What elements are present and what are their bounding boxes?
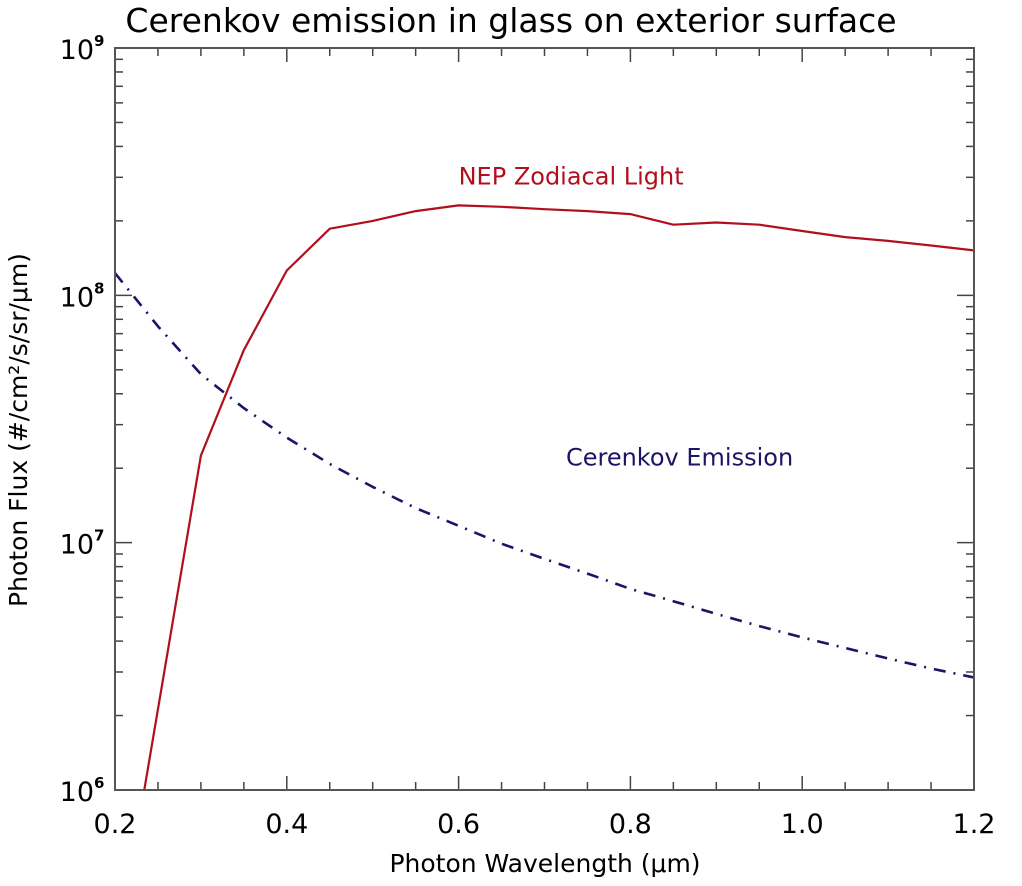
y-tick-label: 10 — [60, 282, 94, 313]
series-layer — [115, 204, 974, 790]
y-axis-label: Photon Flux (#/cm²/s/sr/μm) — [4, 253, 33, 607]
chart-title: Cerenkov emission in glass on exterior s… — [125, 1, 896, 40]
x-axis-label: Photon Wavelength (μm) — [389, 849, 700, 878]
series-line-cerenkov-emission — [115, 272, 974, 679]
annotation-cerenkov-emission: Cerenkov Emission — [566, 444, 793, 472]
x-tick-label: 1.2 — [953, 809, 996, 840]
x-tick-label: 0.4 — [265, 809, 308, 840]
x-tick-label: 0.2 — [94, 809, 137, 840]
y-tick-label: 10 — [60, 530, 94, 561]
y-tick-label: 10 — [60, 777, 94, 808]
y-tick-label-exponent: 8 — [94, 279, 104, 297]
y-tick-label-exponent: 7 — [94, 527, 104, 545]
annotation-nep-zodiacal-light: NEP Zodiacal Light — [459, 163, 684, 191]
axis-ticks — [114, 47, 975, 791]
x-tick-label: 0.6 — [437, 809, 480, 840]
x-tick-label: 0.8 — [609, 809, 652, 840]
x-tick-label: 1.0 — [781, 809, 824, 840]
series-line-nep-zodiacal-light — [143, 204, 974, 790]
y-tick-label: 10 — [60, 35, 94, 66]
plot-frame — [114, 47, 975, 791]
y-tick-label-exponent: 6 — [94, 774, 104, 792]
y-tick-label-exponent: 9 — [94, 32, 104, 50]
